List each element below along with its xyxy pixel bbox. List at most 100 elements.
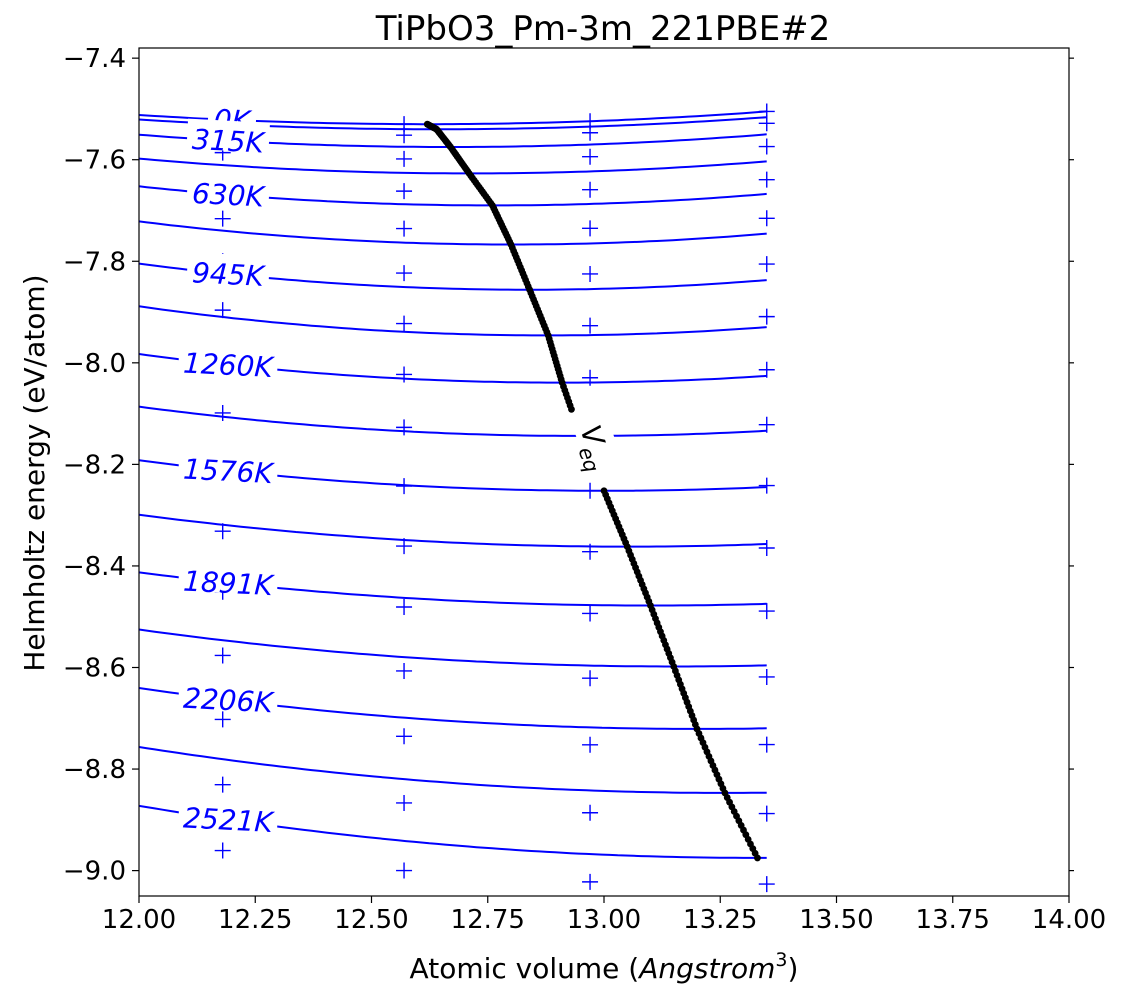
isotherm-label-bg [186, 172, 270, 207]
data-marker [214, 404, 231, 421]
data-marker [396, 538, 413, 555]
data-marker [758, 171, 775, 188]
isotherm-line [139, 513, 767, 548]
data-marker [758, 416, 775, 433]
x-tick-label: 12.00 [102, 905, 176, 935]
data-marker [214, 711, 231, 728]
isotherm-label: 1260K [178, 342, 279, 384]
isotherm-label-text: 1260K [182, 346, 276, 384]
isotherm-line [139, 305, 767, 337]
x-tick-label: 12.25 [218, 905, 292, 935]
x-tick-label: 14.00 [1032, 905, 1106, 935]
isotherm-label-text: 315K [191, 123, 267, 160]
data-marker [396, 794, 413, 811]
data-marker [758, 115, 775, 132]
data-marker [582, 124, 599, 141]
y-tick-label: −8.4 [63, 552, 126, 582]
data-marker [758, 477, 775, 494]
y-axis-label: Helmholtz energy (eV/atom) [18, 274, 51, 671]
y-axis: −9.0 −8.8 −8.6 −8.4 −8.2 −8.0 −7.8 −7.6 −7.4 [63, 44, 1074, 887]
isotherm-label-bg [186, 118, 270, 153]
isotherm-label: 1891K [178, 560, 279, 602]
isotherm-label-bg [186, 251, 270, 287]
isotherm-label-text: 1891K [182, 565, 276, 603]
data-marker [582, 873, 599, 890]
data-marker [396, 265, 413, 282]
data-marker [758, 256, 775, 273]
y-tick-label: −7.8 [63, 247, 126, 277]
isotherm-label-bg [178, 560, 279, 596]
veq-label: Veq [571, 410, 624, 477]
data-marker [758, 805, 775, 822]
isotherm-line [139, 405, 767, 437]
data-marker [396, 150, 413, 167]
data-marker [396, 220, 413, 237]
data-marker [396, 728, 413, 745]
veq-point [754, 854, 761, 862]
data-marker [214, 647, 231, 664]
data-marker [582, 736, 599, 753]
data-marker [396, 127, 413, 144]
isotherm-line [139, 220, 767, 246]
data-marker [582, 369, 599, 386]
isotherm-line [139, 628, 767, 668]
data-marker [396, 662, 413, 679]
data-marker [396, 862, 413, 879]
isotherm-label-text: 630K [191, 177, 267, 214]
data-marker [214, 842, 231, 859]
x-tick-label: 12.50 [334, 905, 408, 935]
data-marker [214, 523, 231, 540]
data-marker [396, 366, 413, 383]
isotherm-label: 315K [186, 118, 270, 160]
data-marker [758, 138, 775, 155]
veq-label-bg [571, 410, 624, 477]
data-marker [582, 670, 599, 687]
isotherm-line [139, 746, 767, 794]
isotherm-label: 1576K [178, 448, 279, 490]
x-axis: 12.00 12.25 12.50 12.75 13.00 13.25 13.50 13.75… [102, 896, 1106, 935]
y-tick-label: −9.0 [63, 857, 126, 887]
data-marker [582, 482, 599, 499]
data-marker [758, 361, 775, 378]
data-marker [582, 181, 599, 198]
isotherm-label: 2206K [178, 677, 279, 719]
isotherm-label-bg [178, 342, 279, 378]
data-marker [582, 148, 599, 165]
isotherm-label-bg [178, 797, 279, 833]
y-tick-label: −8.6 [63, 653, 126, 683]
veq-point [568, 405, 575, 413]
data-marker [758, 210, 775, 227]
x-tick-label: 13.25 [683, 905, 757, 935]
isotherm-label: 630K [186, 172, 270, 214]
data-marker [758, 308, 775, 325]
data-marker [214, 210, 231, 227]
chart-title: TiPbO3_Pm-3m_221PBE#2 [375, 9, 831, 49]
isotherm-label-bg [178, 677, 279, 713]
x-tick-label: 13.50 [799, 905, 873, 935]
data-marker [396, 478, 413, 495]
isotherm-label-bg [178, 448, 279, 484]
y-tick-label: −8.8 [63, 755, 126, 785]
data-marker [214, 302, 231, 319]
isotherm-label: 945K [186, 251, 270, 293]
y-tick-label: −7.6 [63, 146, 126, 176]
data-marker [758, 876, 775, 893]
data-marker [758, 736, 775, 753]
y-tick-label: −7.4 [63, 44, 126, 74]
isotherm-label-text: 945K [191, 256, 267, 293]
data-marker [214, 776, 231, 793]
data-marker [758, 603, 775, 620]
data-marker [582, 605, 599, 622]
data-marker [396, 183, 413, 200]
isotherm-label-text: 2206K [182, 682, 276, 720]
x-tick-label: 13.75 [916, 905, 990, 935]
data-marker [396, 599, 413, 616]
data-marker [396, 419, 413, 436]
data-marker [582, 220, 599, 237]
x-tick-label: 12.75 [451, 905, 525, 935]
veq-label-group: Veq [571, 410, 624, 477]
x-tick-label: 13.00 [567, 905, 641, 935]
